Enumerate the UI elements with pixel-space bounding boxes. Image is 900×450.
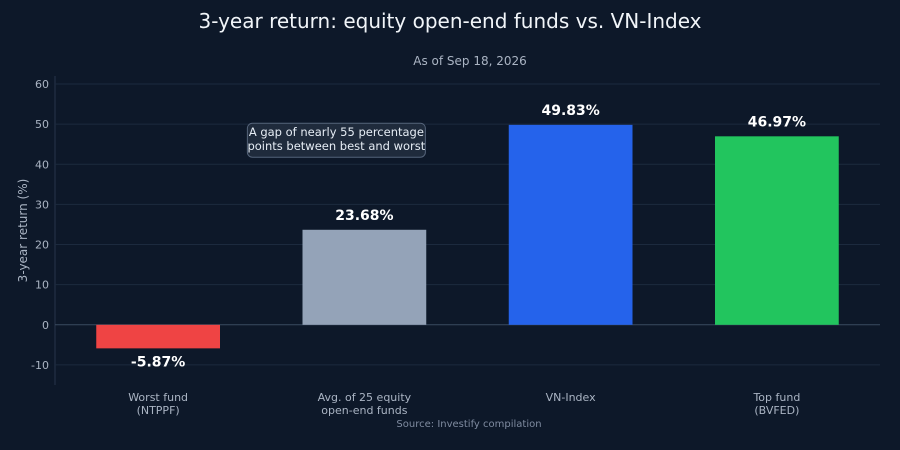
x-tick-label-line: open-end funds [321, 404, 407, 417]
data-label: 23.68% [335, 208, 393, 224]
y-tick-label: 30 [35, 198, 49, 211]
data-label: 49.83% [541, 103, 599, 119]
annotation-line: A gap of nearly 55 percentage [249, 125, 424, 139]
x-tick-label: Worst fund (NTPPF) [128, 391, 188, 417]
bar [715, 136, 839, 325]
bar [302, 229, 427, 325]
x-tick-label-line: Top fund [752, 391, 800, 404]
y-tick-label: 40 [35, 158, 49, 171]
data-label: -5.87% [131, 354, 185, 370]
annotation-box [246, 122, 426, 158]
x-tick-label: Top fund (BVFED) [752, 391, 800, 417]
bar [508, 124, 633, 325]
annotation-line: points between best and worst [247, 139, 425, 153]
chart-title: 3-year return: equity open-end funds vs.… [199, 9, 702, 33]
x-tick-label-line: (NTPPF) [137, 404, 180, 417]
x-tick-label-line: VN-Index [546, 391, 596, 404]
y-tick-label: 50 [35, 118, 49, 131]
bars [96, 124, 839, 349]
y-axis-title: 3-year return (%) [16, 179, 30, 283]
annotation: A gap of nearly 55 percentage points betw… [246, 122, 426, 158]
annotation-text: A gap of nearly 55 percentage points betw… [247, 125, 425, 153]
y-tick-label: 60 [35, 78, 49, 91]
data-labels: -5.87% 23.68% 49.83% 46.97% [131, 103, 806, 371]
data-label: 46.97% [748, 114, 806, 130]
x-tick-label: VN-Index [546, 391, 596, 404]
source-note: Source: Investify compilation [396, 419, 541, 430]
y-tick-label: 20 [35, 239, 49, 252]
x-tick-label-line: Avg. of 25 equity [318, 391, 412, 404]
bar [96, 324, 220, 349]
y-tick-label: 10 [35, 279, 49, 292]
y-tick-label: -10 [31, 359, 49, 372]
x-tick-label-line: (BVFED) [754, 404, 799, 417]
x-tick-label-line: Worst fund [128, 391, 188, 404]
axis-ticks: -10 0 10 20 30 40 50 60 Worst fund (NTPPF) Avg. of… [31, 78, 800, 417]
y-tick-label: 0 [42, 319, 49, 332]
x-tick-label: Avg. of 25 equity open-end funds [318, 391, 412, 417]
chart-subtitle: As of Sep 18, 2026 [413, 54, 527, 68]
